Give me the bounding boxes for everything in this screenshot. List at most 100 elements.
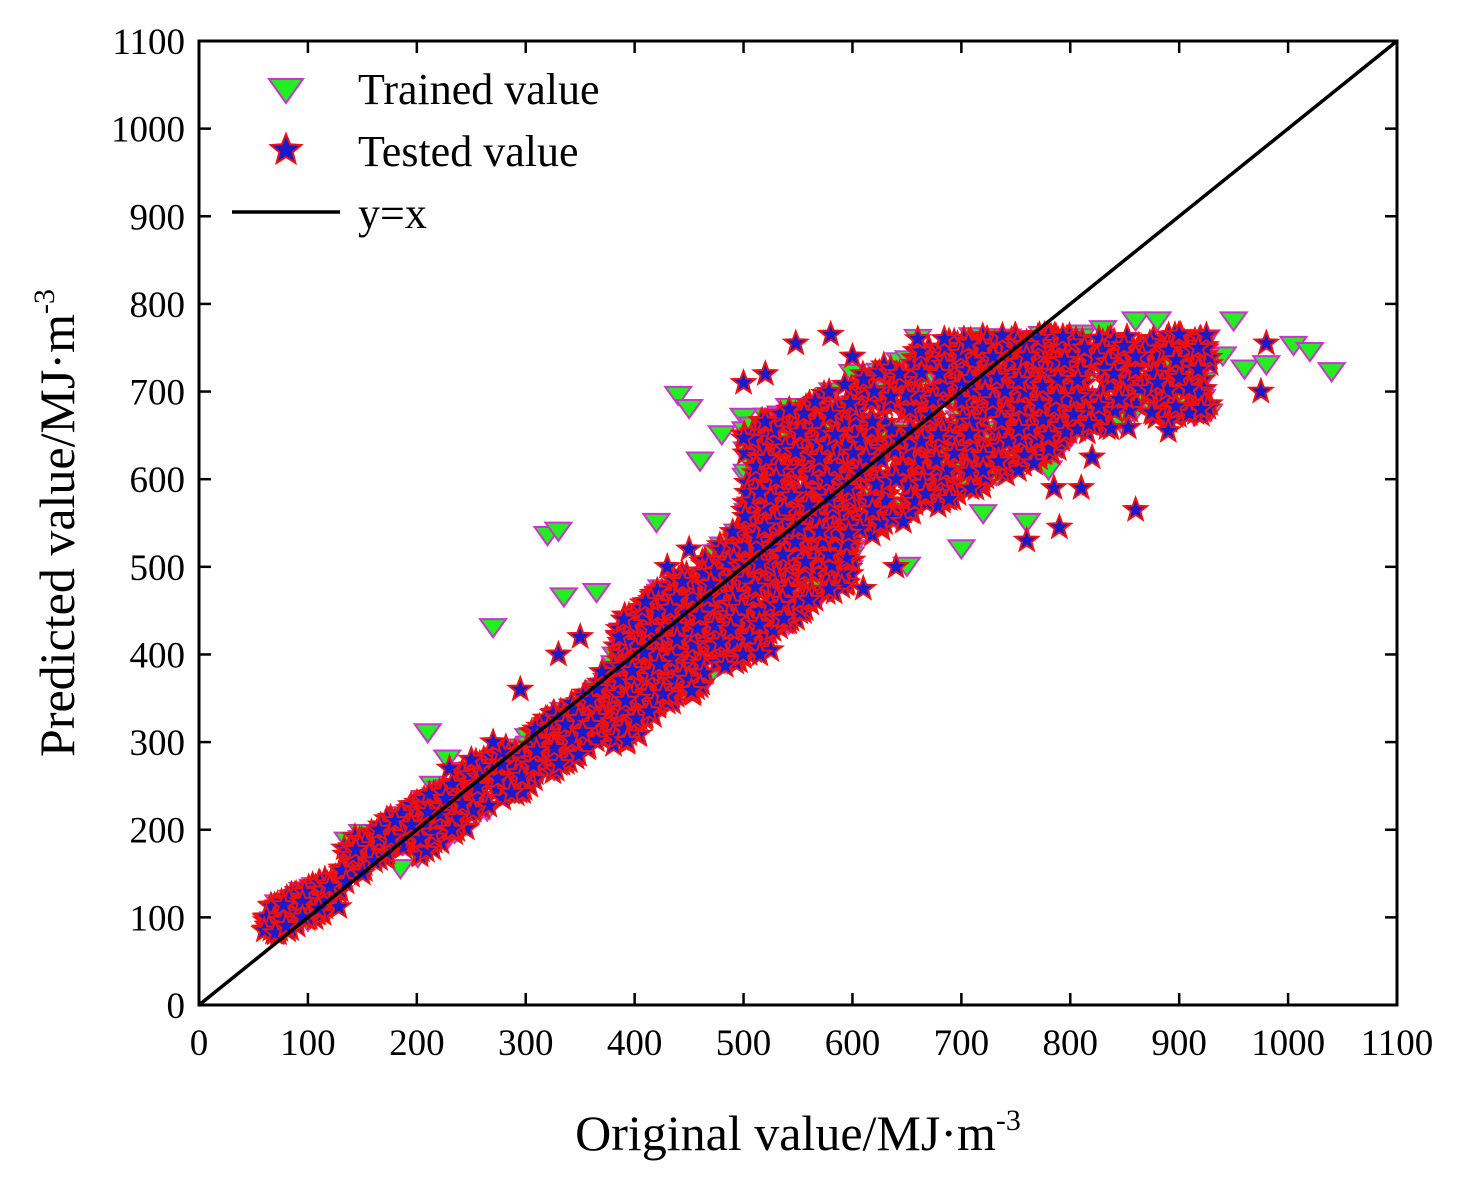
tested-point bbox=[805, 516, 834, 544]
tested-point bbox=[791, 547, 820, 574]
tested-point bbox=[716, 614, 745, 642]
tested-point bbox=[727, 593, 756, 621]
tested-point bbox=[956, 473, 985, 501]
tested-point bbox=[816, 319, 845, 347]
tested-point bbox=[881, 464, 911, 492]
tested-point bbox=[805, 443, 834, 471]
tested-point bbox=[630, 637, 659, 665]
tested-point bbox=[605, 621, 634, 649]
tested-point bbox=[924, 419, 953, 447]
tested-point bbox=[830, 369, 859, 397]
tested-point bbox=[885, 358, 914, 386]
trained-point bbox=[706, 425, 737, 447]
tested-point bbox=[327, 855, 357, 883]
tested-point bbox=[1039, 473, 1069, 501]
tested-point bbox=[839, 438, 868, 466]
trained-point bbox=[548, 587, 579, 609]
trained-point bbox=[1120, 311, 1151, 333]
tested-point bbox=[1121, 495, 1150, 522]
y-tick-label: 1100 bbox=[112, 22, 185, 63]
tested-point bbox=[751, 359, 780, 387]
tested-point bbox=[800, 386, 830, 414]
tested-point bbox=[656, 593, 685, 621]
tested-point bbox=[1077, 442, 1107, 470]
tested-point bbox=[435, 753, 464, 781]
trained-point bbox=[1251, 355, 1282, 377]
tested-point bbox=[1165, 319, 1194, 347]
tested-point bbox=[540, 733, 569, 761]
tested-point bbox=[1252, 328, 1281, 356]
y-tick-label: 400 bbox=[130, 635, 186, 676]
x-tick-label: 200 bbox=[389, 1023, 445, 1064]
tested-point bbox=[662, 624, 692, 652]
tested-point bbox=[721, 604, 750, 632]
tested-point bbox=[1184, 354, 1213, 382]
tested-point bbox=[1074, 409, 1104, 437]
tested-point bbox=[729, 367, 758, 395]
tested-point bbox=[1048, 321, 1078, 349]
tested-point bbox=[769, 603, 798, 631]
tested-point bbox=[689, 658, 719, 686]
tested-point bbox=[1042, 382, 1071, 410]
y-tick-label: 1000 bbox=[111, 110, 185, 151]
trained-point bbox=[1011, 512, 1042, 534]
tested-point bbox=[781, 527, 810, 555]
tested-point bbox=[735, 622, 764, 650]
tested-point bbox=[474, 790, 503, 818]
tested-point bbox=[845, 514, 875, 542]
tested-point bbox=[441, 803, 470, 831]
legend-line-label: y=x bbox=[358, 189, 427, 238]
tested-point bbox=[1059, 399, 1088, 427]
tested-point bbox=[775, 394, 804, 422]
trained-point bbox=[1294, 342, 1325, 363]
tested-point bbox=[412, 835, 441, 863]
trained-point bbox=[1218, 311, 1249, 333]
tested-point bbox=[618, 656, 647, 684]
trained-point bbox=[946, 539, 977, 561]
tested-point bbox=[611, 685, 640, 713]
tested-point bbox=[1109, 331, 1139, 359]
tested-point bbox=[1192, 320, 1221, 348]
trained-point bbox=[1229, 359, 1260, 381]
tested-point bbox=[1137, 397, 1166, 425]
tested-point bbox=[506, 674, 535, 702]
tested-point bbox=[786, 417, 815, 445]
tested-point bbox=[668, 567, 697, 595]
trained-point bbox=[581, 583, 612, 604]
tested-point bbox=[911, 479, 940, 507]
tested-point bbox=[833, 473, 863, 501]
tested-point bbox=[1070, 333, 1099, 361]
tested-point bbox=[380, 806, 410, 834]
tested-point bbox=[794, 584, 823, 612]
tested-point bbox=[814, 376, 844, 404]
tested-point bbox=[1154, 416, 1183, 444]
tested-point bbox=[784, 513, 814, 541]
tested-point bbox=[631, 587, 660, 614]
tested-point bbox=[568, 717, 597, 745]
tested-point bbox=[487, 737, 516, 765]
tested-point bbox=[814, 539, 844, 567]
tested-point bbox=[1143, 367, 1172, 395]
tested-point bbox=[888, 453, 918, 481]
y-axis-ticks: 0 100 200 300 400 500 600 700 800 900 1000 1100 bbox=[111, 22, 1397, 1027]
tested-point bbox=[768, 540, 798, 567]
tested-point bbox=[612, 726, 642, 754]
tested-point bbox=[858, 495, 887, 523]
tested-point bbox=[718, 516, 747, 544]
tested-point bbox=[881, 551, 911, 579]
trained-point bbox=[641, 512, 672, 534]
x-axis-ticks: 0 100 200 300 400 500 600 700 800 900 1000 1100 bbox=[190, 41, 1433, 1064]
x-tick-label: 600 bbox=[825, 1023, 881, 1064]
tested-point bbox=[891, 380, 921, 408]
tested-point bbox=[609, 604, 638, 632]
tested-point bbox=[930, 324, 959, 352]
tested-point bbox=[814, 574, 844, 602]
tested-point bbox=[860, 376, 889, 404]
y-tick-label: 0 bbox=[167, 986, 186, 1027]
tested-point bbox=[745, 639, 775, 667]
trained-point bbox=[478, 618, 508, 639]
tested-point bbox=[463, 771, 492, 799]
tested-point bbox=[582, 673, 612, 701]
tested-point bbox=[1114, 412, 1143, 440]
